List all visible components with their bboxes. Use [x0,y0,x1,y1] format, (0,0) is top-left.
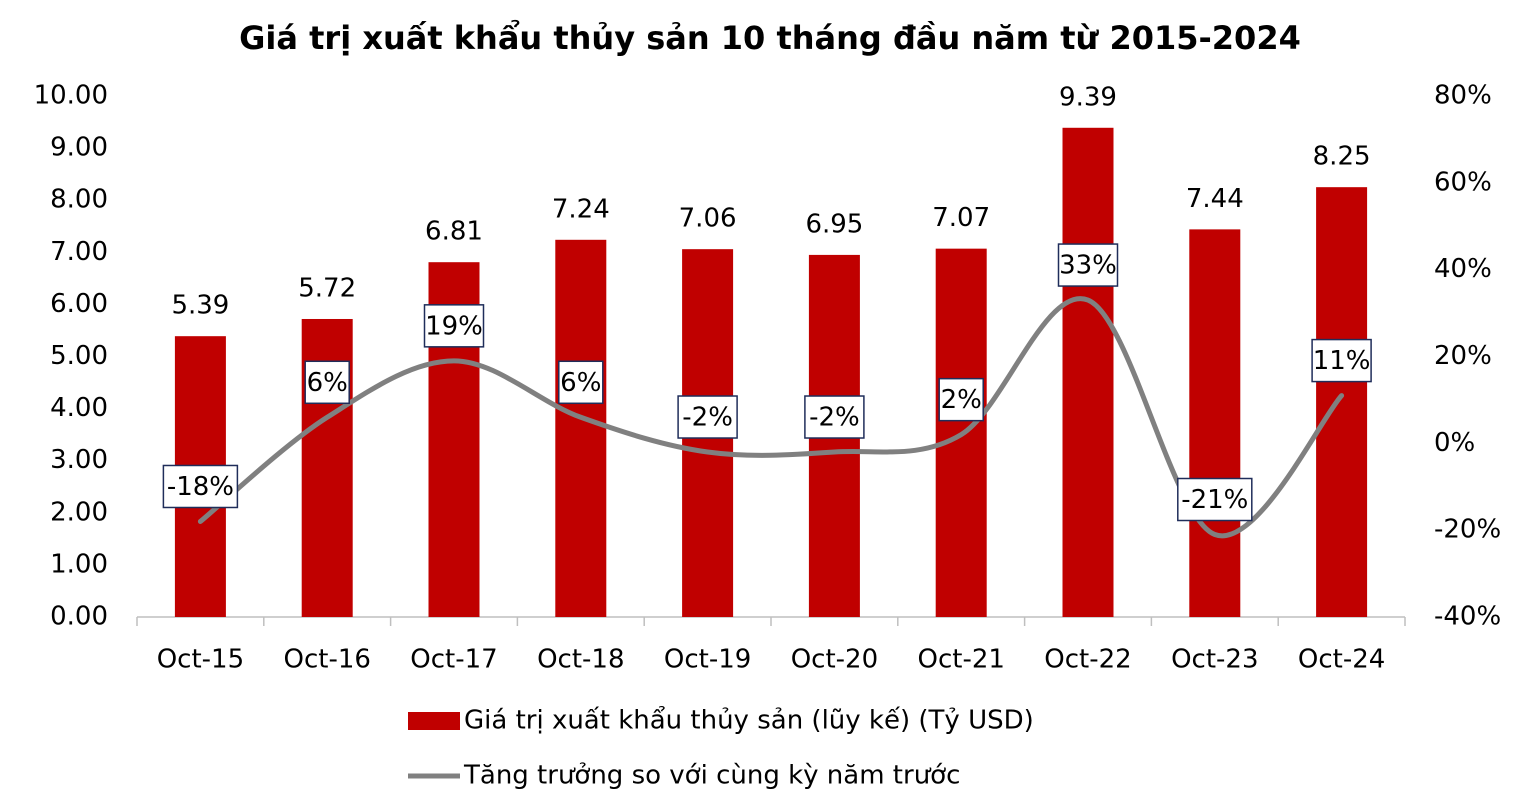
line-value-label: 6% [307,368,348,398]
y-tick-label: 0.00 [50,602,108,632]
bar-value-label: 8.25 [1313,142,1371,172]
line-value-label: 6% [560,368,601,398]
bar-value-label: 6.95 [805,209,863,239]
line-value-label: -18% [167,472,234,502]
x-tick-label: Oct-18 [537,645,624,675]
y2-tick-label: 40% [1434,254,1492,284]
bar [555,239,607,617]
value-label-box [558,360,604,405]
line-value-label: 19% [425,311,483,341]
chart-title: Giá trị xuất khẩu thủy sản 10 tháng đầu … [239,19,1301,57]
bar-value-label: 7.07 [932,203,990,233]
x-tick-label: Oct-17 [410,645,497,675]
x-tick-label: Oct-19 [664,645,751,675]
bar [1062,127,1114,617]
y2-tick-label: 20% [1434,341,1492,371]
line-value-label: 2% [941,385,982,415]
value-label-box [677,395,738,439]
y-tick-label: 2.00 [50,497,108,527]
y-tick-label: 7.00 [50,237,108,267]
value-label-box [423,304,485,348]
x-tick-label: Oct-20 [791,645,878,675]
bar-value-label: 5.72 [298,273,356,303]
y2-tick-label: 60% [1434,167,1492,197]
bar [1189,229,1241,617]
value-label-box [938,377,984,422]
y2-tick-label: -40% [1434,602,1501,632]
legend-label: Tăng trưởng so với cùng kỳ năm trước [463,761,960,789]
y-tick-label: 1.00 [50,549,108,579]
x-tick-label: Oct-24 [1298,645,1385,675]
line-value-label: 33% [1059,251,1117,281]
line-value-label: -2% [682,403,733,433]
x-tick-label: Oct-15 [157,645,244,675]
bar-value-label: 5.39 [171,291,229,321]
bar-value-label: 7.24 [552,194,610,224]
legend-swatch [408,712,460,730]
value-label-box [804,395,865,439]
value-label-box [304,360,350,405]
value-label-box [1177,477,1253,522]
line-value-label: -2% [809,403,860,433]
line-value-label: 11% [1313,346,1371,376]
legend-label: Giá trị xuất khẩu thủy sản (lũy kế) (Tỷ … [464,705,1034,736]
bar-value-label: 9.39 [1059,82,1117,112]
value-label-box [1057,243,1119,287]
y2-tick-label: -20% [1434,515,1501,545]
x-tick-label: Oct-23 [1171,645,1258,675]
bar [1316,187,1368,618]
bar-value-label: 7.44 [1186,184,1244,214]
x-tick-label: Oct-21 [917,645,1004,675]
line-value-label: -21% [1181,485,1248,515]
bar-value-label: 6.81 [425,217,483,247]
bar-value-label: 7.06 [679,204,737,234]
x-tick-label: Oct-16 [283,645,370,675]
y-tick-label: 8.00 [50,185,108,215]
y2-tick-label: 80% [1434,81,1492,111]
x-tick-label: Oct-22 [1044,645,1131,675]
growth-line [197,296,1345,539]
y-tick-label: 4.00 [50,393,108,423]
y-tick-label: 6.00 [50,289,108,319]
y-tick-label: 10.00 [34,81,108,111]
value-label-box [162,464,239,509]
y-tick-label: 3.00 [50,445,108,475]
y-tick-label: 9.00 [50,133,108,163]
value-label-box [1311,338,1372,383]
y2-tick-label: 0% [1434,428,1475,458]
y-tick-label: 5.00 [50,341,108,371]
